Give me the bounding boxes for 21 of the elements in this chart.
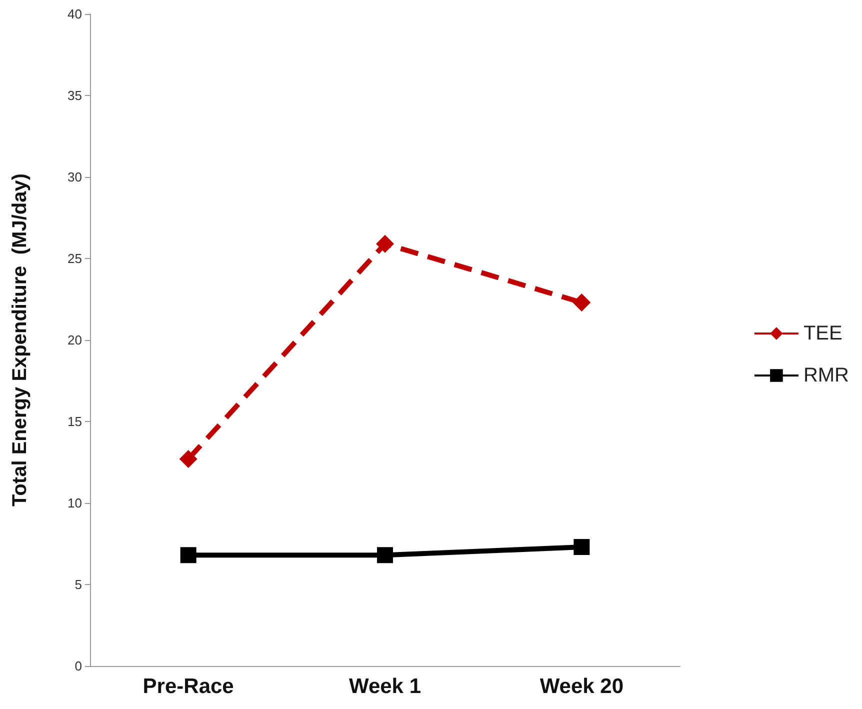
- point: [377, 547, 393, 564]
- y-tick-label: 10: [68, 496, 82, 510]
- y-tick-label: 40: [68, 6, 82, 22]
- x-tick-label: Pre-Race: [142, 675, 234, 698]
- y-axis-title: Total Energy Expenditure (MJ/day): [9, 173, 31, 507]
- point: [376, 234, 394, 253]
- legend-label: TEE: [803, 322, 842, 344]
- point: [574, 539, 590, 556]
- y-tick-label: 20: [68, 332, 82, 348]
- point: [180, 547, 196, 564]
- point: [179, 450, 198, 468]
- y-tick-label: 25: [68, 251, 82, 266]
- x-tick-label: Week 1: [349, 675, 422, 698]
- legend-label: RMR: [803, 364, 849, 386]
- y-tick-label: 30: [68, 170, 82, 184]
- y-tick-label: 5: [74, 577, 82, 592]
- y-tick-label: 0: [74, 658, 82, 674]
- x-tick-label: Week 20: [540, 675, 624, 698]
- y-tick-label: 15: [68, 414, 82, 429]
- point: [572, 294, 591, 312]
- y-tick-label: 35: [68, 88, 82, 103]
